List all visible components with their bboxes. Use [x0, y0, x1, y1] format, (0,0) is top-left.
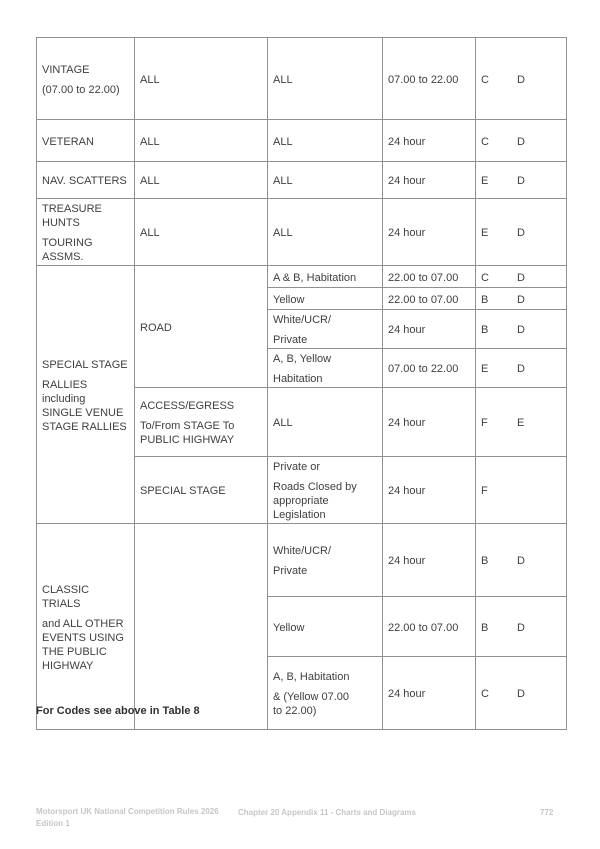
cell-r11c4: 24 hour [382, 523, 476, 597]
cell-r1c4: 07.00 to 22.00 [382, 37, 476, 120]
cell-road: ROAD [134, 265, 268, 388]
footer-publication-line1: Motorsport UK National Competition Rules… [36, 807, 219, 816]
cell-r6c4: 22.00 to 07.00 [382, 287, 476, 310]
table-row: A, B, Habitation & (Yellow 07.00 to 22.00)… [37, 656, 567, 730]
cell-r2c3: ALL [267, 119, 383, 162]
cell-event-special-stage-rallies: SPECIAL STAGE RALLIES including SINGLE VEN… [36, 265, 135, 524]
cell-r10c3: Private or Roads Closed by appropriate Leg… [267, 456, 383, 524]
cell-r8c4: 07.00 to 22.00 [382, 348, 476, 388]
cell-r8c3: A, B, Yellow Habitation [267, 348, 383, 388]
table-row: SPECIAL STAGE RALLIES including SINGLE VEN… [36, 265, 567, 524]
permitted-events-table: VINTAGE (07.00 to 22.00) ALL ALL 07.00 to… [36, 37, 567, 730]
cell-r1c2: ALL [134, 37, 268, 120]
cell-r11c3: White/UCR/Private [267, 523, 383, 597]
table-row: TREASURE HUNTS TOURING ASSMS. ALL ALL 24 h… [36, 198, 567, 266]
cell-r2c4: 24 hour [382, 119, 476, 162]
cell-r10c4: 24 hour [382, 456, 476, 524]
cell-access-egress: ACCESS/EGRESS To/From STAGE To PUBLIC HIGH… [134, 387, 268, 457]
footer-chapter: Chapter 20 Appendix 11 - Charts and Diag… [238, 808, 416, 817]
table-row: CLASSIC TRIALS and ALL OTHER EVENTS USING T… [36, 523, 567, 730]
cell-r11c2-blank [134, 523, 268, 730]
cell-r3c4: 24 hour [382, 161, 476, 199]
cell-r4c3: ALL [267, 198, 383, 266]
cell-r10-codes: F [475, 456, 567, 524]
cell-r4c4: 24 hour [382, 198, 476, 266]
cell-r12c4: 22.00 to 07.00 [382, 596, 476, 657]
cell-r13c4: 24 hour [382, 656, 476, 730]
cell-event-classic-trials: CLASSIC TRIALS and ALL OTHER EVENTS USING T… [36, 523, 135, 730]
table-footnote: For Codes see above in Table 8 [36, 705, 200, 717]
cell-r3c2: ALL [134, 161, 268, 199]
cell-r7c4: 24 hour [382, 309, 476, 349]
cell-r4c2: ALL [134, 198, 268, 266]
cell-event-veteran: VETERAN [36, 119, 135, 162]
cell-special-stage: SPECIAL STAGE [134, 456, 268, 524]
cell-r3c3: ALL [267, 161, 383, 199]
footer-publication-line2: Edition 1 [36, 819, 70, 828]
cell-r9c3: ALL [267, 387, 383, 457]
cell-event-vintage: VINTAGE (07.00 to 22.00) [36, 37, 135, 120]
cell-r1c3: ALL [267, 37, 383, 120]
footer-publication: Motorsport UK National Competition Rules… [36, 806, 236, 830]
table-row: VINTAGE (07.00 to 22.00) ALL ALL 07.00 to… [36, 37, 567, 120]
cell-r5c4: 22.00 to 07.00 [382, 265, 476, 288]
cell-r9c4: 24 hour [382, 387, 476, 457]
footer-page-number: 772 [540, 808, 554, 817]
cell-r12c3: Yellow [267, 596, 383, 657]
cell-event-treasure-hunts: TREASURE HUNTS TOURING ASSMS. [36, 198, 135, 266]
cell-r7c3: White/UCR/Private [267, 309, 383, 349]
table-row: ACCESS/EGRESS To/From STAGE To PUBLIC HIGH… [37, 387, 567, 457]
cell-r6c3: Yellow [267, 287, 383, 310]
cell-r5c3: A & B, Habitation [267, 265, 383, 288]
cell-r13c3: A, B, Habitation & (Yellow 07.00 to 22.00) [267, 656, 383, 730]
cell-r2c2: ALL [134, 119, 268, 162]
cell-event-nav-scatters: NAV. SCATTERS [36, 161, 135, 199]
